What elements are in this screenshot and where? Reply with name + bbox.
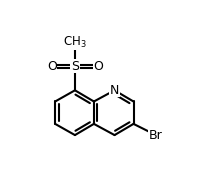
Text: S: S xyxy=(71,60,79,73)
Text: O: O xyxy=(47,60,57,73)
Text: O: O xyxy=(93,60,103,73)
Text: CH$_3$: CH$_3$ xyxy=(63,35,87,50)
Text: Br: Br xyxy=(149,129,163,142)
Text: N: N xyxy=(110,84,119,97)
